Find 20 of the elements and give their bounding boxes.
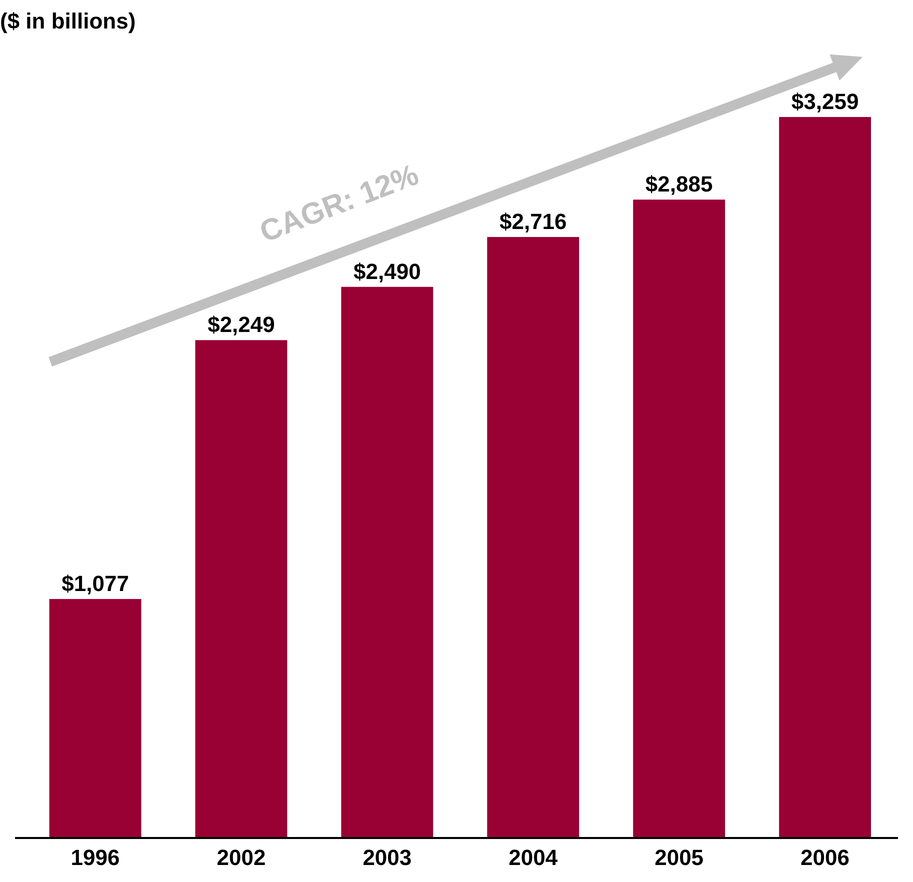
chart-title: ($ in billions) (0, 8, 136, 34)
data-label: $2,249 (208, 312, 275, 338)
x-tick-label: 2002 (216, 845, 266, 870)
x-tick-label: 2005 (654, 845, 704, 870)
bar (49, 599, 142, 837)
bar (779, 117, 871, 837)
data-label: $2,716 (499, 208, 567, 234)
bar (195, 340, 288, 837)
data-label: $2,490 (354, 258, 421, 284)
annotation: CAGR: 12% (256, 158, 424, 249)
x-tick-label: 2004 (508, 845, 558, 870)
x-tick-label: 2003 (362, 845, 412, 870)
bar (487, 236, 580, 837)
x-tick-label: 2006 (800, 845, 850, 870)
bar (633, 200, 726, 837)
data-label: $3,259 (791, 89, 859, 114)
data-label: $2,885 (645, 172, 713, 197)
bar (341, 286, 434, 837)
x-tick-label: 1996 (70, 845, 120, 870)
data-label: $1,077 (62, 571, 129, 596)
